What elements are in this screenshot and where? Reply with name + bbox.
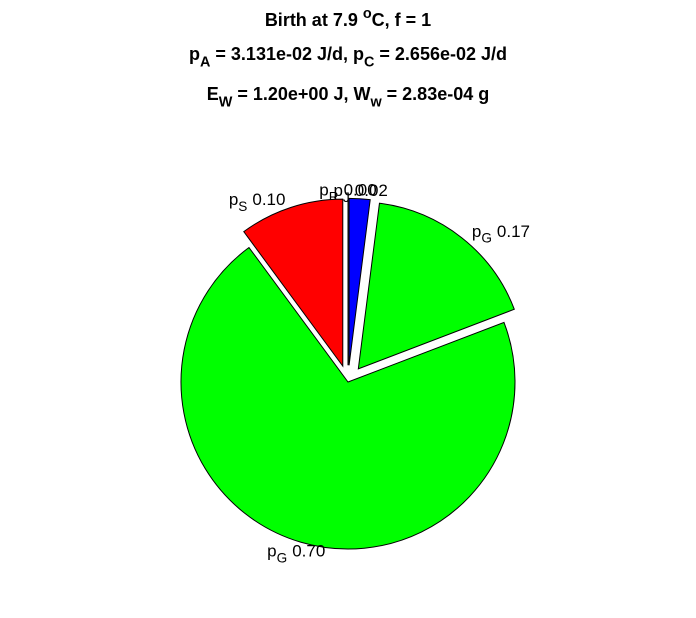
script-text: R	[329, 190, 339, 205]
script-text: C	[364, 54, 374, 70]
text-segment: = 2.656e-02 J/d	[374, 44, 507, 64]
text-segment: p	[334, 181, 343, 200]
script-text: J	[343, 190, 350, 205]
script-text: o	[363, 6, 372, 22]
value-label: 0.00	[344, 181, 377, 200]
value-label: 0.70	[292, 542, 325, 561]
text-segment: = 3.131e-02 J/d, p	[210, 44, 364, 64]
chart-title: EW = 1.20e+00 J, Ww = 2.83e-04 g	[207, 84, 489, 110]
script-text: G	[481, 231, 492, 246]
slice-label: pS 0.10	[229, 190, 286, 214]
slice-label: pG 0.70	[267, 542, 325, 566]
slice-label: pG 0.17	[472, 222, 530, 246]
script-text: G	[277, 551, 288, 566]
chart-title: Birth at 7.9 oC, f = 1	[265, 6, 431, 30]
script-text: W	[219, 94, 233, 110]
text-segment: p	[189, 44, 200, 64]
pie-slice	[348, 197, 371, 366]
script-text: w	[369, 94, 382, 110]
text-segment: p	[267, 542, 276, 561]
script-text: S	[238, 199, 247, 214]
text-segment: Birth at 7.9	[265, 10, 363, 30]
pie-slice	[357, 202, 515, 370]
text-segment: E	[207, 84, 219, 104]
text-segment: = 2.83e-04 g	[382, 84, 490, 104]
text-segment: C, f = 1	[372, 10, 432, 30]
value-label: 0.10	[252, 190, 285, 209]
text-segment: p	[229, 190, 238, 209]
slice-label: pJ 0.02	[334, 181, 388, 205]
text-segment: p	[472, 222, 481, 241]
chart-title: pA = 3.131e-02 J/d, pC = 2.656e-02 J/d	[189, 44, 507, 70]
slice-label: pR 0.00	[319, 181, 376, 205]
pie-slice	[180, 246, 516, 550]
script-text: A	[200, 54, 211, 70]
value-label: 0.02	[355, 181, 388, 200]
text-segment: p	[319, 181, 328, 200]
text-segment: = 1.20e+00 J, W	[232, 84, 370, 104]
pie-slice	[243, 198, 344, 368]
value-label: 0.17	[497, 222, 530, 241]
